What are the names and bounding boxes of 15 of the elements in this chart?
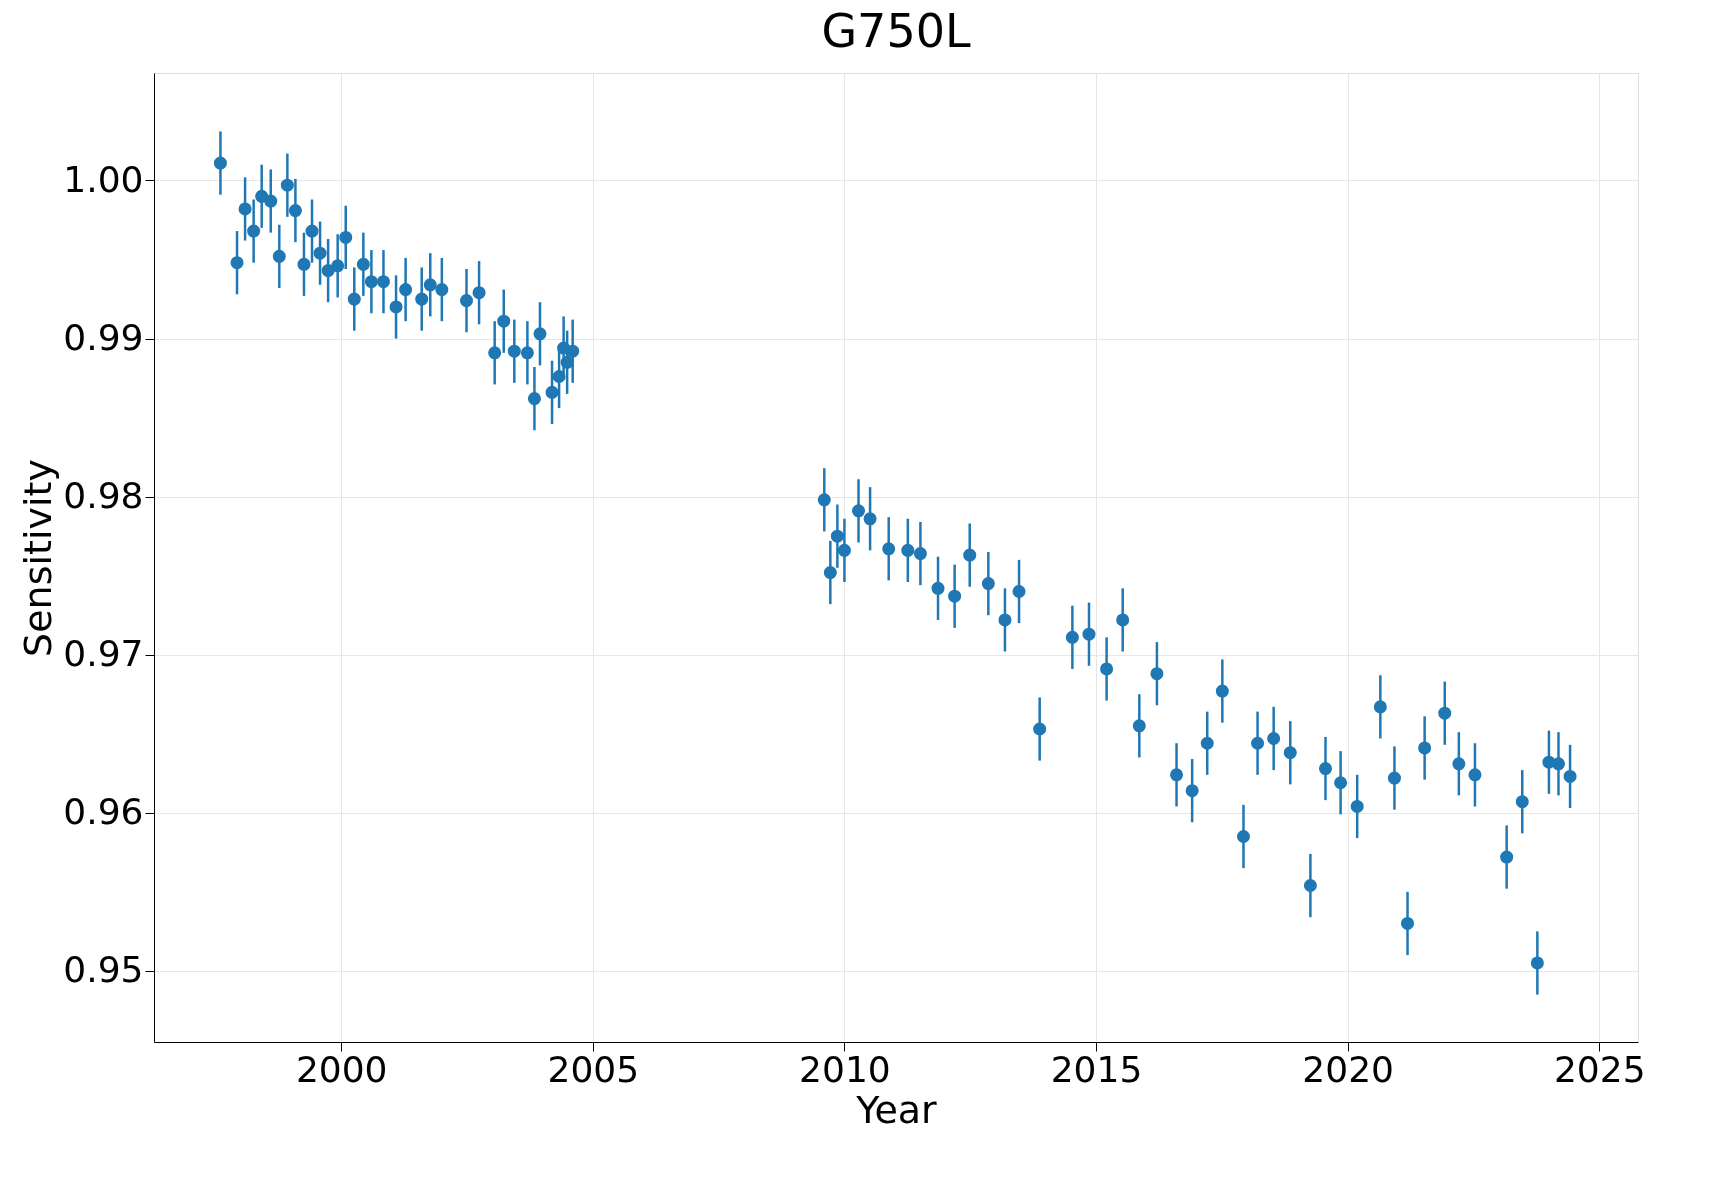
y-tick-label: 0.99 [63, 317, 144, 359]
x-tick-label: 2000 [295, 1048, 388, 1090]
x-tick-label: 2005 [547, 1048, 640, 1090]
y-tick-label: 0.97 [63, 633, 144, 675]
y-tick-label: 0.96 [63, 791, 144, 833]
x-tick-label: 2020 [1302, 1048, 1394, 1090]
x-tick-label: 2015 [1050, 1048, 1143, 1090]
x-tick-label: 2025 [1553, 1048, 1646, 1090]
y-tick-label: 0.95 [63, 949, 144, 991]
y-axis-title: Sensitivity [16, 459, 61, 657]
x-axis-title: Year [855, 1087, 938, 1132]
x-tick-label: 2010 [799, 1048, 891, 1090]
y-tick-label: 0.98 [63, 475, 144, 517]
chart-title: G750L [821, 4, 971, 58]
y-tick-label: 1.00 [63, 158, 144, 200]
